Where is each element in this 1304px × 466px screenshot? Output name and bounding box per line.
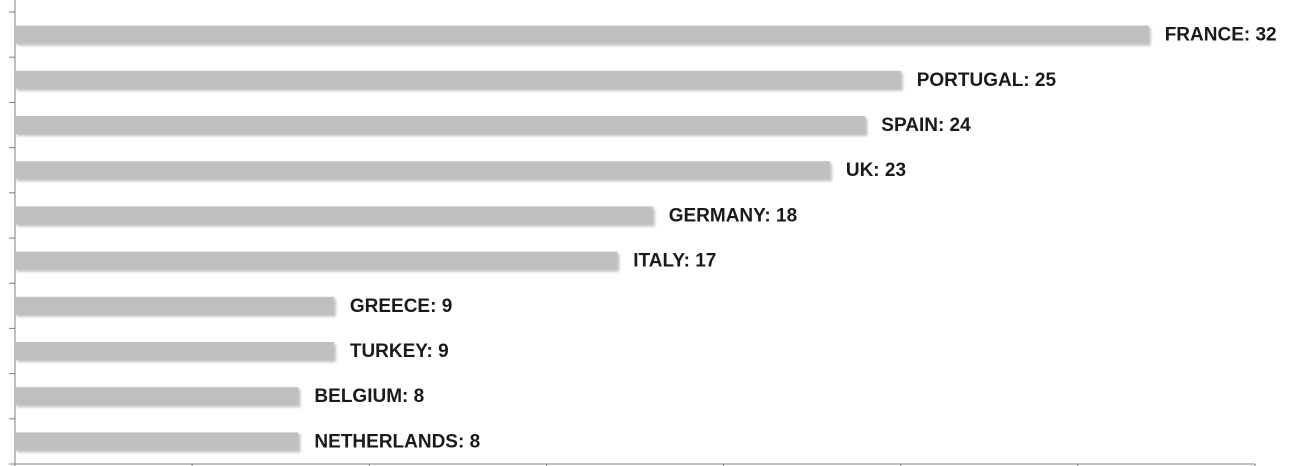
bar [15,342,334,360]
bar [15,25,1149,44]
bar [15,161,830,180]
bar [15,70,901,89]
bar [15,296,334,315]
bar [15,116,866,134]
data-label: TURKEY: 9 [350,341,449,362]
data-label: NETHERLANDS: 8 [314,431,480,452]
bar [15,387,299,406]
data-label: UK: 23 [846,160,906,181]
data-label: SPAIN: 24 [881,115,971,136]
data-label: GREECE: 9 [350,296,452,317]
data-label: GERMANY: 18 [669,205,797,226]
data-label: BELGIUM: 8 [314,386,424,407]
data-label: PORTUGAL: 25 [917,70,1057,91]
bar [15,432,299,451]
bar [15,206,653,225]
data-label: FRANCE: 32 [1165,25,1277,46]
bar [15,251,618,270]
data-label: ITALY: 17 [633,251,716,272]
